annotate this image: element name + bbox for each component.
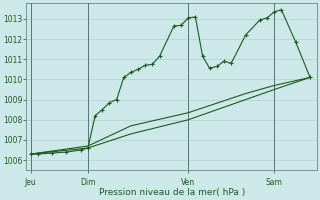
X-axis label: Pression niveau de la mer( hPa ): Pression niveau de la mer( hPa ) <box>99 188 245 197</box>
